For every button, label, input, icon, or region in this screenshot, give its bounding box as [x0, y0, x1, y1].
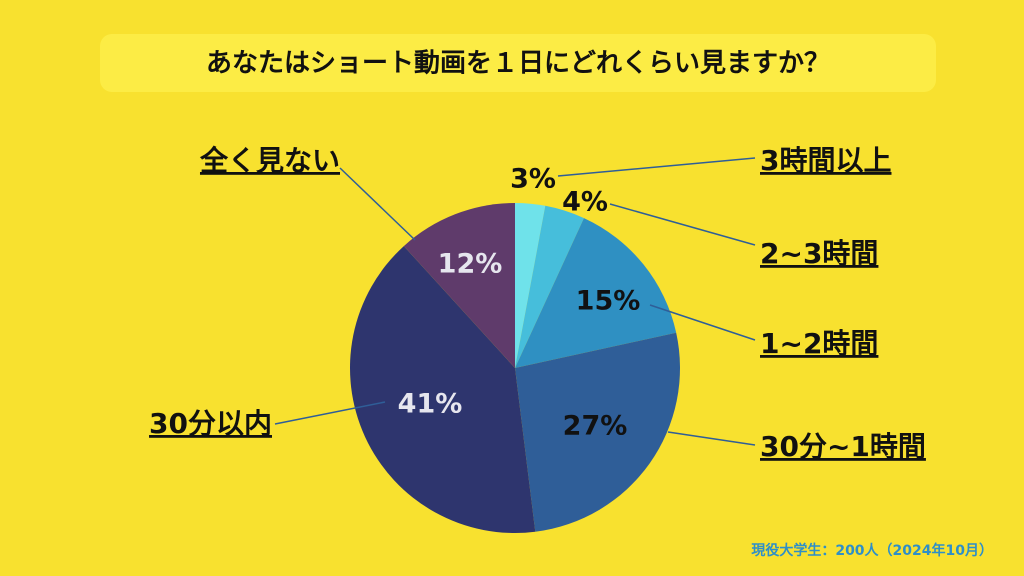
title-box	[100, 34, 936, 92]
leader-line	[609, 203, 756, 246]
pie-slice	[515, 332, 681, 532]
legend-label: 30分~1時間	[760, 430, 926, 463]
legend-label: 3時間以上	[760, 144, 891, 177]
value-label: 4%	[562, 187, 608, 218]
chart-title: あなたはショート動画を１日にどれくらい見ますか？	[206, 49, 830, 79]
legend-label: 全く見ない	[199, 144, 340, 177]
leader-line	[274, 401, 386, 425]
value-label: 3%	[510, 164, 556, 195]
value-label: 15%	[576, 286, 641, 317]
leader-line	[649, 304, 756, 341]
leader-line	[557, 157, 756, 177]
legend-label: 30分以内	[149, 407, 272, 440]
legend-label: 2~3時間	[760, 237, 878, 270]
value-label: 12%	[438, 249, 503, 280]
value-label: 27%	[563, 411, 628, 442]
legend-label: 1~2時間	[760, 327, 878, 360]
leader-line	[667, 431, 756, 446]
pie-slice	[349, 246, 536, 533]
pie-slice	[515, 218, 677, 368]
pie-slice	[403, 203, 515, 368]
pie-slice	[515, 205, 584, 368]
leader-line	[339, 167, 416, 241]
value-label: 41%	[398, 389, 463, 420]
footnote: 現役大学生：200人（2024年10月）	[751, 542, 993, 559]
pie-slice	[515, 203, 546, 368]
